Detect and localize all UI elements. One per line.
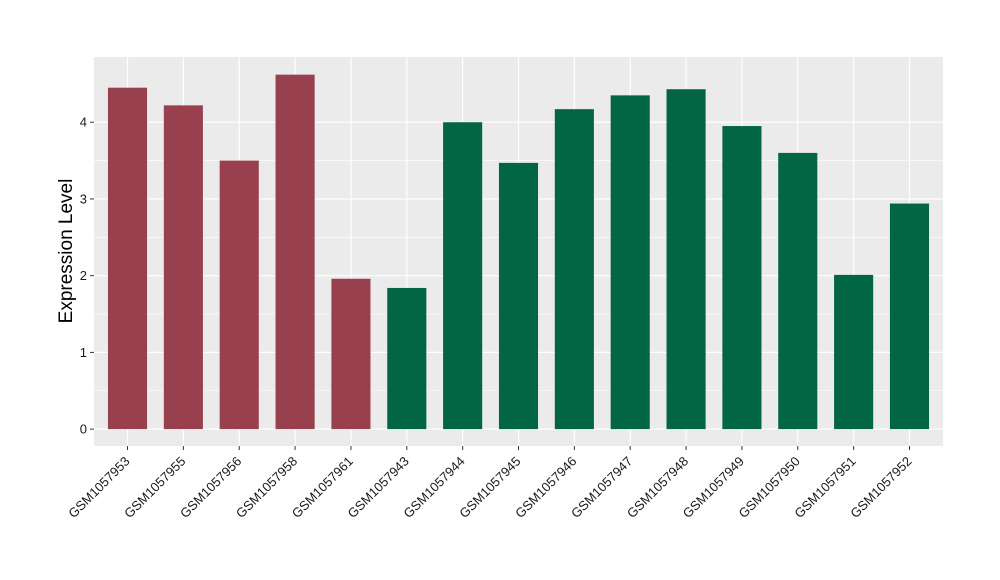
- bar: [778, 152, 818, 430]
- y-axis-title: Expression Level: [56, 179, 77, 324]
- bar: [666, 89, 706, 430]
- y-tick-label: 1: [80, 345, 87, 360]
- bar: [443, 122, 483, 430]
- x-axis: GSM1057953GSM1057955GSM1057956GSM1057958…: [65, 446, 915, 521]
- bar: [387, 287, 427, 430]
- bar: [498, 162, 539, 430]
- bar: [889, 203, 930, 430]
- y-tick-label: 4: [80, 115, 87, 130]
- bar: [219, 160, 259, 430]
- bar: [610, 95, 650, 430]
- bar: [163, 105, 203, 430]
- bar: [834, 274, 874, 430]
- y-tick-label: 3: [80, 191, 87, 206]
- y-axis: 0 1 2 3 4: [80, 115, 94, 437]
- bar: [331, 278, 371, 430]
- bar: [554, 109, 594, 430]
- bars: [107, 74, 930, 430]
- y-tick-label: 2: [80, 268, 87, 283]
- y-tick-label: 0: [80, 422, 87, 437]
- bar: [722, 126, 762, 430]
- bar: [275, 74, 315, 430]
- bar: [107, 87, 148, 430]
